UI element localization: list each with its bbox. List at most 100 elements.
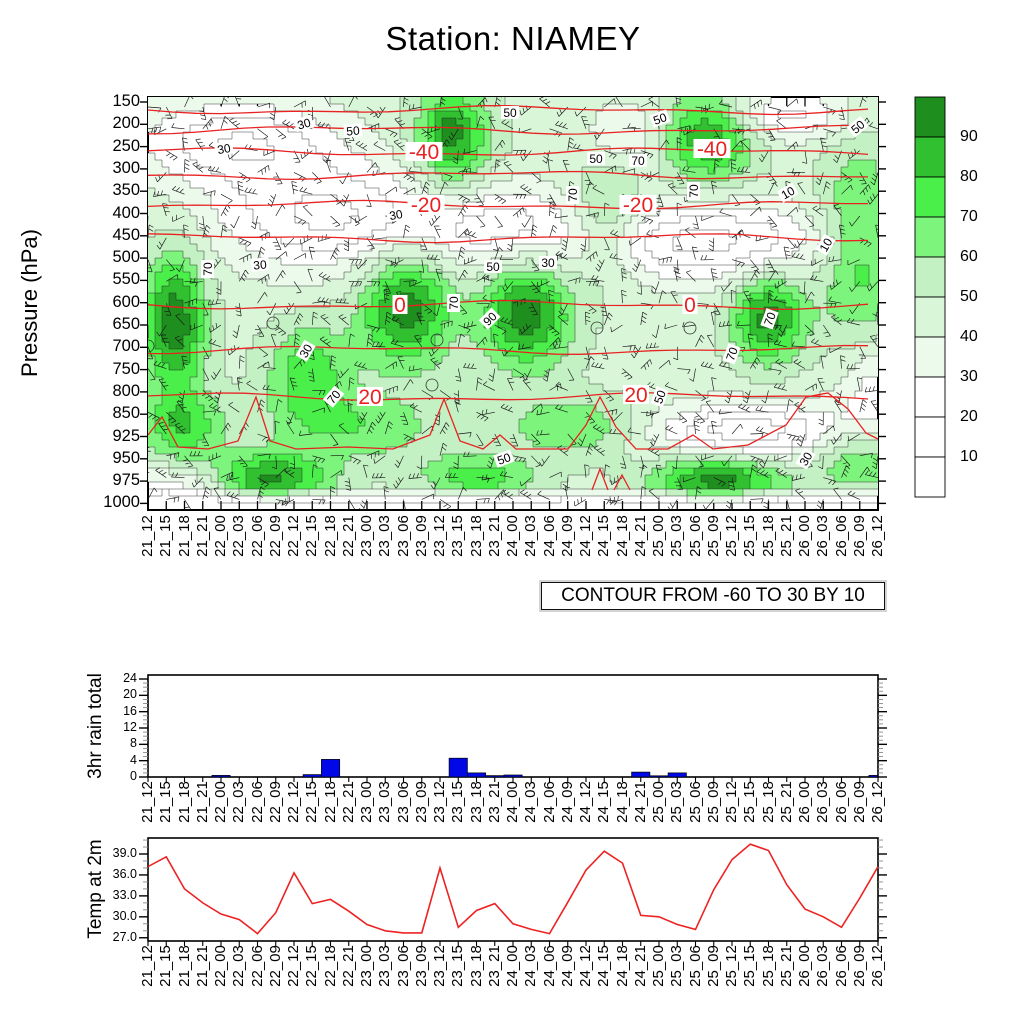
colorbar-tick-label: 70 bbox=[960, 208, 978, 225]
svg-text:-40: -40 bbox=[409, 141, 439, 164]
colorbar-tick-label: 90 bbox=[960, 128, 978, 145]
time-tick-label: 21_12 bbox=[139, 945, 156, 987]
time-tick-label: 23_18 bbox=[467, 515, 485, 557]
svg-text:50: 50 bbox=[486, 260, 500, 274]
time-tick-label: 21_21 bbox=[193, 781, 211, 823]
pressure-tick-label: 400 bbox=[112, 203, 140, 222]
pressure-tick-label: 150 bbox=[112, 92, 140, 110]
rain-bar bbox=[868, 775, 878, 777]
pressure-tick-label: 750 bbox=[112, 359, 140, 378]
svg-text:50: 50 bbox=[503, 106, 517, 120]
time-tick-label: 22_03 bbox=[230, 945, 248, 987]
rain-bar bbox=[321, 759, 341, 777]
time-tick-label: 22_12 bbox=[285, 515, 302, 557]
time-tick-label: 26_03 bbox=[814, 781, 832, 823]
time-tick-label: 23_06 bbox=[394, 945, 412, 987]
time-tick-label: 22_15 bbox=[303, 945, 321, 987]
svg-text:-20: -20 bbox=[623, 194, 653, 217]
time-tick-label: 23_06 bbox=[394, 781, 412, 823]
time-tick-label: 21_18 bbox=[175, 515, 193, 557]
time-tick-label: 25_12 bbox=[723, 781, 740, 823]
time-tick-label: 25_15 bbox=[741, 945, 759, 987]
time-tick-label: 25_18 bbox=[759, 945, 777, 987]
time-tick-label: 25_00 bbox=[650, 945, 667, 987]
time-tick-label: 22_12 bbox=[285, 945, 302, 987]
svg-text:30: 30 bbox=[797, 449, 816, 468]
time-tick-label: 26_00 bbox=[796, 515, 813, 557]
rain-tick-label: 8 bbox=[130, 736, 137, 751]
time-tick-label: 22_06 bbox=[248, 515, 266, 557]
time-tick-label: 22_09 bbox=[266, 945, 284, 987]
time-tick-label: 25_06 bbox=[686, 515, 704, 557]
svg-text:70: 70 bbox=[761, 310, 779, 328]
pressure-tick-label: 850 bbox=[112, 404, 140, 423]
time-tick-label: 22_18 bbox=[321, 945, 339, 987]
time-tick-label: 25_12 bbox=[723, 945, 740, 987]
time-tick-label: 23_12 bbox=[431, 945, 448, 987]
svg-text:50: 50 bbox=[651, 110, 669, 128]
rain-bar bbox=[211, 775, 231, 777]
time-tick-label: 25_00 bbox=[650, 515, 667, 557]
colorbar-tick-label: 80 bbox=[960, 168, 978, 185]
time-tick-label: 26_12 bbox=[869, 515, 886, 557]
svg-text:30: 30 bbox=[253, 257, 268, 272]
svg-text:-40: -40 bbox=[697, 138, 727, 161]
time-tick-label: 26_09 bbox=[850, 515, 868, 557]
time-tick-label: 24_21 bbox=[631, 945, 649, 987]
time-tick-label: 22_06 bbox=[248, 945, 266, 987]
time-tick-label: 25_06 bbox=[686, 781, 704, 823]
time-tick-label: 26_00 bbox=[796, 781, 813, 823]
svg-text:30: 30 bbox=[388, 207, 404, 223]
time-tick-label: 25_15 bbox=[741, 781, 759, 823]
time-tick-label: 22_21 bbox=[339, 945, 357, 987]
pressure-tick-label: 800 bbox=[112, 381, 140, 400]
time-tick-label: 24_09 bbox=[558, 515, 576, 557]
time-tick-label: 23_00 bbox=[358, 781, 375, 823]
time-tick-label: 23_18 bbox=[467, 781, 485, 823]
time-tick-label: 22_03 bbox=[230, 515, 248, 557]
rain-tick-label: 0 bbox=[130, 769, 137, 783]
time-tick-label: 23_21 bbox=[485, 945, 503, 987]
time-tick-label: 26_09 bbox=[850, 945, 868, 987]
time-tick-label: 24_15 bbox=[595, 945, 613, 987]
time-tick-label: 22_21 bbox=[339, 781, 357, 823]
time-tick-label: 23_00 bbox=[358, 945, 375, 987]
svg-text:70: 70 bbox=[723, 345, 741, 363]
time-tick-label: 21_12 bbox=[139, 515, 156, 557]
pressure-tick-label: 250 bbox=[112, 136, 140, 155]
time-tick-label: 23_06 bbox=[394, 515, 412, 557]
time-tick-label: 26_12 bbox=[869, 945, 886, 987]
time-tick-label: 22_03 bbox=[230, 781, 248, 823]
pressure-tick-label: 450 bbox=[112, 225, 140, 244]
colorbar-tick-label: 60 bbox=[960, 248, 978, 265]
time-tick-label: 23_03 bbox=[376, 515, 394, 557]
time-tick-label: 23_09 bbox=[412, 945, 430, 987]
svg-text:10: 10 bbox=[817, 235, 836, 254]
pressure-tick-label: 925 bbox=[112, 426, 140, 445]
svg-text:10: 10 bbox=[779, 183, 798, 202]
temp-tick-label: 33.0 bbox=[112, 887, 137, 902]
time-tick-label: 22_12 bbox=[285, 781, 302, 823]
time-tick-label: 24_03 bbox=[522, 515, 540, 557]
svg-text:70: 70 bbox=[687, 184, 701, 198]
time-tick-label: 25_21 bbox=[777, 515, 795, 557]
svg-text:50: 50 bbox=[651, 388, 669, 406]
time-tick-label: 25_18 bbox=[759, 515, 777, 557]
time-tick-label: 21_18 bbox=[175, 781, 193, 823]
time-tick-label: 25_03 bbox=[668, 515, 686, 557]
time-tick-label: 22_09 bbox=[266, 781, 284, 823]
time-tick-label: 24_12 bbox=[577, 515, 594, 557]
time-tick-label: 22_18 bbox=[321, 781, 339, 823]
time-tick-label: 24_03 bbox=[522, 781, 540, 823]
time-tick-label: 24_15 bbox=[595, 515, 613, 557]
pressure-tick-label: 350 bbox=[112, 181, 140, 200]
time-tick-label: 23_00 bbox=[358, 515, 375, 557]
colorbar-tick-label: 40 bbox=[960, 328, 978, 345]
colorbar-tick-label: 50 bbox=[960, 288, 978, 305]
temp-line bbox=[148, 843, 878, 935]
time-tick-label: 22_06 bbox=[248, 781, 266, 823]
time-tick-label: 25_06 bbox=[686, 945, 704, 987]
svg-text:0: 0 bbox=[684, 294, 696, 317]
time-tick-label: 25_15 bbox=[741, 515, 759, 557]
